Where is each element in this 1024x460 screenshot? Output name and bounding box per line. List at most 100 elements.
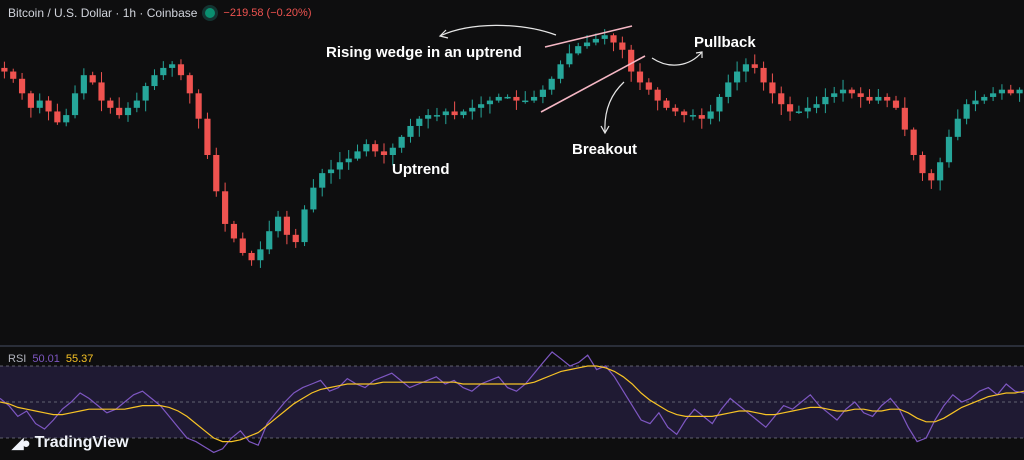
candle-body [548,78,555,90]
candle-body [804,107,811,112]
candle-body [230,223,238,239]
rsi-ma-value: 55.37 [65,353,94,365]
candle-body [963,104,970,119]
candle-body [919,155,926,174]
candle-body [257,249,264,261]
candle-body [972,100,979,105]
candle-body [928,173,935,181]
pane-divider[interactable] [0,345,1024,347]
rsi-chart[interactable] [0,350,1024,460]
candle-body [283,216,290,235]
breakout-arrow [604,81,625,133]
candle-body [592,38,599,43]
candle-body [151,75,158,87]
candlestick-series [1,29,1023,268]
candle-body [442,111,449,116]
candle-body [875,96,882,101]
candle-body [248,252,255,261]
candle-body [513,96,520,101]
candle-body [407,125,414,137]
wedge-lines [540,25,646,113]
candle-body [716,96,723,112]
candle-body [760,67,767,83]
pullback-arrow [651,51,703,66]
candle-body [822,96,829,105]
candle-body [363,144,370,152]
candle-body [734,71,741,83]
candle-body [557,64,564,79]
candle-body [451,111,458,116]
candle-body [186,75,193,94]
candle-body [831,93,838,97]
candle-body [848,89,855,94]
rsi-line [0,351,1024,454]
candle-body [539,89,546,97]
pullback-arrow-head [695,51,703,58]
candle-body [769,82,776,94]
candle-body [486,100,494,105]
candle-body [116,107,123,116]
candle-body [981,96,988,101]
candle-body [636,71,644,83]
candle-body [71,93,79,116]
candle-body [169,64,176,68]
candle-body [204,118,211,155]
candle-body [142,86,149,101]
annotation-arrows [438,24,703,135]
candle-body [133,100,140,108]
candle-body [751,64,758,68]
candle-body [460,111,467,116]
candle-body [672,107,679,112]
candle-body [425,115,432,119]
candle-body [36,100,43,108]
rsi-ma-line [0,365,1024,443]
candle-body [1007,89,1014,94]
candle-body [689,115,697,117]
candle-body [160,67,167,76]
tradingview-logo[interactable]: ◢● TradingView [12,434,129,452]
candle-body [478,104,485,108]
candle-body [18,78,26,94]
chart-header: Bitcoin / U.S. Dollar · 1h · Coinbase −2… [8,6,312,20]
candle-body [892,100,900,108]
rsi-legend[interactable]: RSI 50.01 55.37 [8,353,93,365]
candle-body [504,96,511,99]
candle-body [222,191,229,224]
candle-body [725,82,732,97]
candle-body [910,129,917,155]
candle-body [884,96,891,101]
candle-body [707,111,714,119]
candle-body [98,82,105,101]
candle-body [469,107,476,112]
candle-body [380,151,388,155]
candle-body [124,107,132,116]
candle-body [786,104,794,112]
candle-body [10,71,17,79]
candle-body [778,93,785,105]
wedge-lower-line [540,55,646,113]
candle-body [628,49,635,72]
breakout-arrow-head [600,125,610,135]
candle-body [601,35,608,39]
candle-body [990,93,997,97]
candle-body [937,162,944,181]
candle-body [866,96,873,101]
candle-body [698,115,705,119]
candle-body [266,231,273,250]
wedge-upper-line [544,25,633,48]
candle-body [239,238,246,253]
candle-body [433,115,441,117]
candle-body [89,75,96,83]
candle-body [213,155,220,192]
price-chart[interactable] [0,0,1024,345]
candle-body [45,100,52,112]
breakout-annotation: Breakout [572,141,638,158]
candle-body [795,111,802,113]
candle-body [354,151,361,159]
uptrend-annotation: Uptrend [392,161,450,178]
candle-body [954,118,961,137]
candle-body [80,75,87,94]
candle-body [813,104,820,108]
candle-body [389,147,396,155]
symbol-title[interactable]: Bitcoin / U.S. Dollar · 1h · Coinbase [8,6,198,20]
